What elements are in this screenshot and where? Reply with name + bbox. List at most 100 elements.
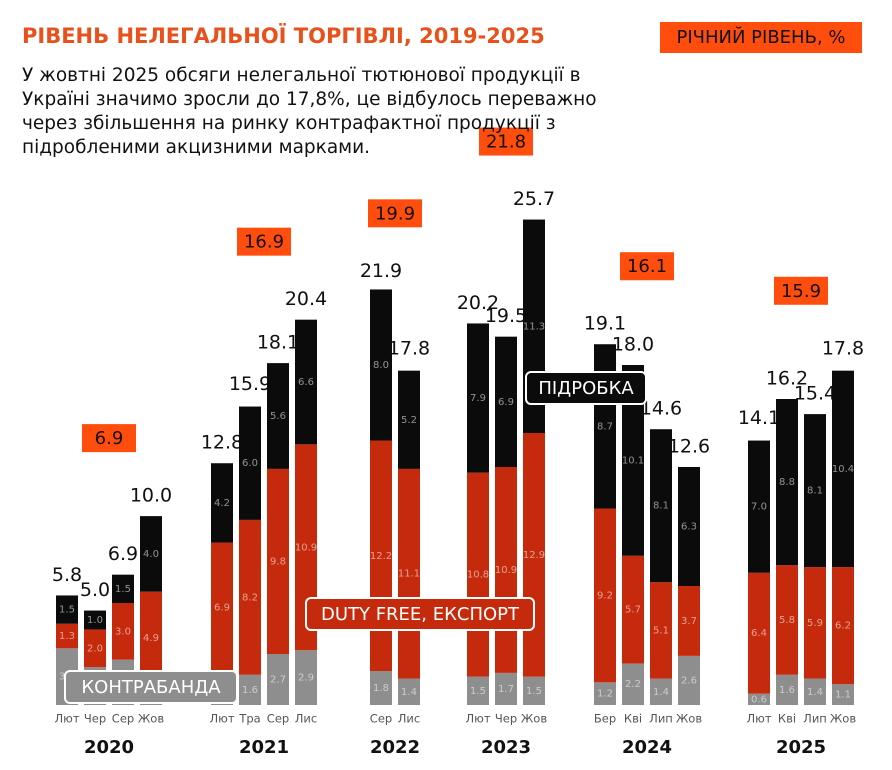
segment-label: 8.0 bbox=[373, 360, 389, 371]
segment-label: 8.7 bbox=[597, 421, 613, 432]
segment-label: 10.1 bbox=[622, 455, 644, 466]
x-tick-label: Жов bbox=[676, 712, 702, 726]
bar-segment bbox=[398, 678, 420, 705]
bar-segment bbox=[398, 370, 420, 469]
segment-label: 1.5 bbox=[115, 584, 131, 595]
annual-box bbox=[237, 227, 291, 256]
segment-label: 2.9 bbox=[298, 673, 314, 684]
segment-label: 9.8 bbox=[270, 556, 286, 567]
bar-segment bbox=[678, 586, 700, 656]
total-label: 12.6 bbox=[668, 436, 710, 458]
bar-segment bbox=[84, 610, 106, 630]
segment-label: 1.6 bbox=[242, 685, 258, 696]
segment-label: 2.0 bbox=[87, 643, 103, 654]
year-label: 2022 bbox=[370, 737, 420, 758]
bar-segment bbox=[295, 319, 317, 445]
segment-label: 1.5 bbox=[59, 605, 75, 616]
bar-segment bbox=[748, 693, 770, 705]
segment-label: 0.6 bbox=[751, 694, 767, 705]
x-tick-label: Бер bbox=[594, 712, 616, 726]
x-tick-label: Лют bbox=[746, 712, 771, 726]
series-label-box bbox=[525, 371, 647, 405]
total-label: 14.1 bbox=[738, 407, 780, 429]
segment-label: 1.2 bbox=[597, 689, 613, 700]
bar-segment bbox=[776, 399, 798, 566]
segment-label: 6.6 bbox=[298, 377, 314, 388]
segment-label: 1.1 bbox=[835, 690, 851, 701]
series-label: КОНТРАБАНДА bbox=[81, 677, 221, 698]
year-label: 2020 bbox=[84, 737, 134, 758]
total-label: 17.8 bbox=[388, 337, 430, 359]
segment-label: 1.5 bbox=[526, 686, 542, 697]
total-label: 6.9 bbox=[108, 543, 138, 565]
x-tick-label: Чер bbox=[495, 712, 517, 726]
series-label-box bbox=[305, 597, 535, 631]
total-label: 18.1 bbox=[257, 332, 299, 354]
description: У жовтні 2025 обсяги нелегальної тютюнов… bbox=[22, 65, 597, 158]
bar-segment bbox=[140, 516, 162, 592]
x-tick-label: Чер bbox=[84, 712, 106, 726]
x-tick-label: Жов bbox=[830, 712, 856, 726]
x-tick-label: Сер bbox=[267, 712, 289, 726]
segment-label: 1.8 bbox=[373, 683, 389, 694]
bar-segment bbox=[467, 676, 489, 705]
total-label: 20.4 bbox=[285, 288, 327, 310]
segment-label: 6.0 bbox=[242, 458, 258, 469]
x-tick-label: Сер bbox=[370, 712, 392, 726]
segment-label: 12.2 bbox=[370, 551, 392, 562]
series-label-box bbox=[64, 670, 238, 704]
segment-label: 10.9 bbox=[495, 565, 517, 576]
segment-label: 11.1 bbox=[398, 569, 420, 580]
segment-label: 5.6 bbox=[270, 411, 286, 422]
annual-label: 21.8 bbox=[486, 132, 526, 153]
bar-segment bbox=[495, 672, 517, 705]
segment-label: 8.1 bbox=[807, 486, 823, 497]
segment-label: 2.6 bbox=[681, 675, 697, 686]
annual-label: 6.9 bbox=[95, 428, 124, 449]
total-label: 5.8 bbox=[52, 564, 82, 586]
segment-label: 1.4 bbox=[401, 687, 417, 698]
bar-segment bbox=[140, 591, 162, 685]
segment-label: 3.0 bbox=[115, 626, 131, 637]
x-tick-label: Тра bbox=[238, 712, 260, 726]
annual-label: 16.9 bbox=[244, 232, 284, 253]
annual-legend: РІЧНИЙ РІВЕНЬ, % bbox=[676, 26, 845, 48]
annual-box bbox=[620, 252, 674, 281]
x-tick-label: Жов bbox=[521, 712, 547, 726]
segment-label: 1.3 bbox=[59, 631, 75, 642]
bar-segment bbox=[370, 671, 392, 705]
segment-label: 8.1 bbox=[653, 501, 669, 512]
total-label: 18.0 bbox=[612, 334, 654, 356]
x-tick-label: Лют bbox=[209, 712, 234, 726]
x-tick-label: Кві bbox=[778, 712, 796, 726]
segment-label: 10.4 bbox=[832, 464, 854, 475]
bar-segment bbox=[56, 623, 78, 649]
bar-segment bbox=[523, 676, 545, 705]
bar-segment bbox=[295, 650, 317, 705]
year-label: 2021 bbox=[239, 737, 289, 758]
total-label: 14.6 bbox=[640, 398, 682, 420]
x-tick-label: Кві bbox=[624, 712, 642, 726]
segment-label: 1.6 bbox=[779, 685, 795, 696]
segment-label: 5.9 bbox=[807, 618, 823, 629]
segment-label: 6.9 bbox=[498, 397, 514, 408]
segment-label: 12.9 bbox=[523, 550, 545, 561]
bar-segment bbox=[622, 555, 644, 664]
year-label: 2025 bbox=[776, 737, 826, 758]
bar-segment bbox=[650, 582, 672, 679]
segment-label: 1.5 bbox=[470, 686, 486, 697]
bar-segment bbox=[267, 468, 289, 654]
bar-segment bbox=[804, 414, 826, 568]
bar-segment bbox=[112, 574, 134, 603]
bar-segment bbox=[832, 370, 854, 568]
bar-segment bbox=[832, 567, 854, 685]
total-label: 19.1 bbox=[584, 313, 626, 335]
annual-box bbox=[479, 127, 533, 156]
bar-segment bbox=[650, 678, 672, 705]
x-tick-label: Лис bbox=[398, 712, 420, 726]
segment-label: 11.3 bbox=[523, 321, 545, 332]
total-label: 20.2 bbox=[457, 292, 499, 314]
x-tick-label: Лют bbox=[54, 712, 79, 726]
